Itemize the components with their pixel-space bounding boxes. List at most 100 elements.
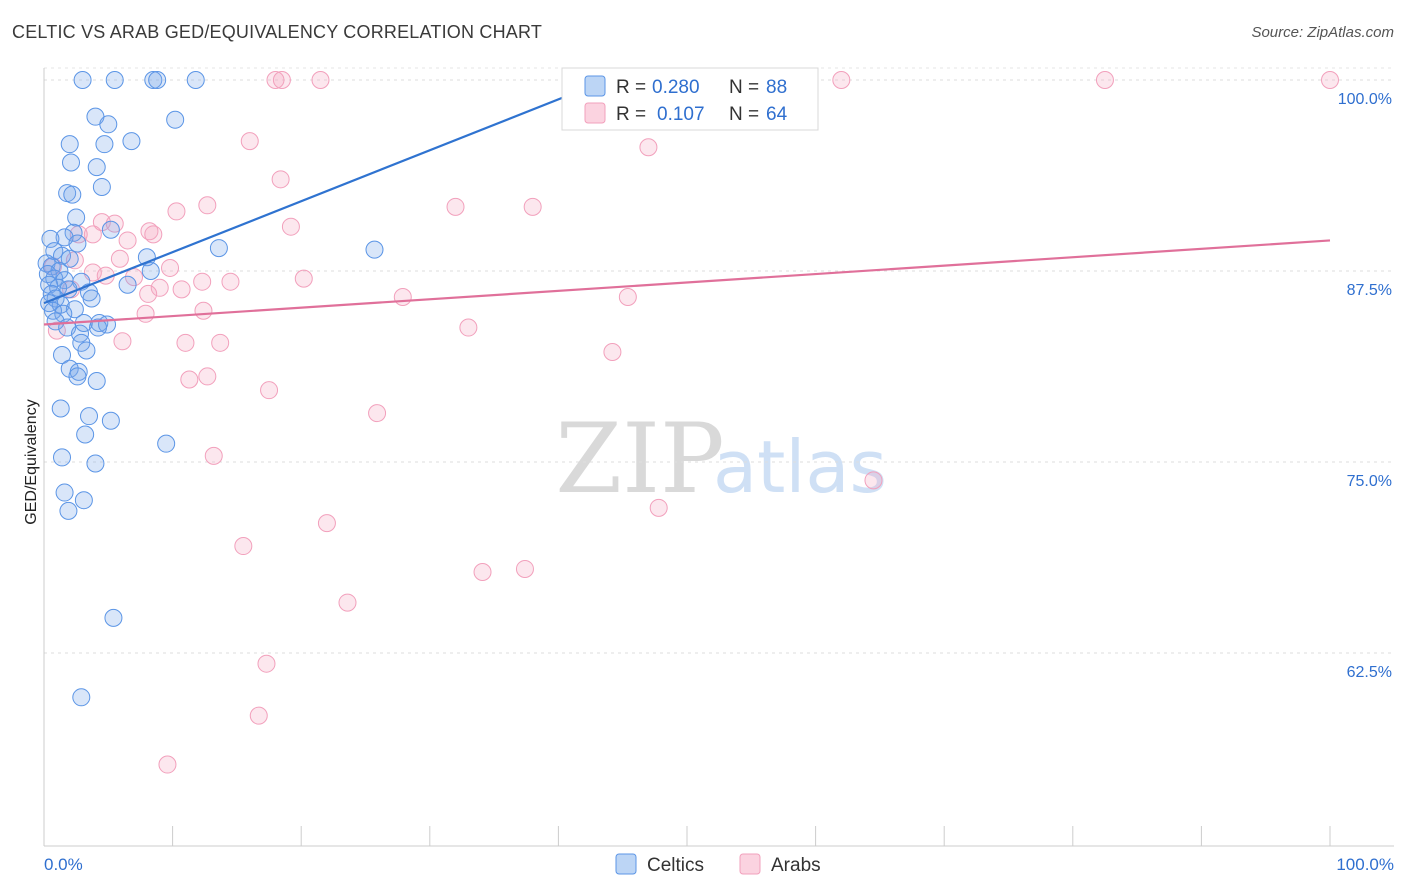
point-arabs xyxy=(144,225,163,244)
point-celtics xyxy=(141,262,160,280)
point-arabs xyxy=(167,202,186,221)
point-celtics xyxy=(86,454,105,473)
point-arabs xyxy=(446,197,465,216)
point-celtics xyxy=(63,185,82,204)
grid-lines xyxy=(44,67,1394,654)
legend-n-celtics: 88 xyxy=(766,77,787,98)
point-celtics xyxy=(118,275,137,294)
point-arabs xyxy=(198,367,217,386)
point-arabs xyxy=(294,269,313,288)
legend-r-label-arabs: R = xyxy=(616,104,646,125)
point-arabs xyxy=(176,333,195,352)
point-celtics xyxy=(65,300,84,319)
point-celtics xyxy=(92,177,111,196)
point-celtics xyxy=(166,110,185,129)
point-arabs xyxy=(139,284,158,303)
watermark-zip: ZIP xyxy=(555,403,724,515)
point-arabs xyxy=(832,71,851,89)
point-celtics xyxy=(67,208,86,227)
point-celtics xyxy=(122,132,141,151)
point-arabs xyxy=(523,197,542,216)
point-celtics xyxy=(148,71,167,89)
chart-title: CELTIC VS ARAB GED/EQUIVALENCY CORRELATI… xyxy=(12,22,543,42)
y-axis-title: GED/Equivalency xyxy=(23,399,40,524)
point-celtics xyxy=(53,448,72,467)
point-celtics xyxy=(74,491,93,510)
trend-line-celtics xyxy=(43,72,624,305)
legend-r-celtics: 0.280 xyxy=(652,77,700,98)
point-arabs xyxy=(92,213,111,232)
point-arabs xyxy=(150,278,169,297)
point-celtics xyxy=(53,346,72,365)
point-celtics xyxy=(60,249,79,268)
point-celtics xyxy=(365,240,384,259)
point-celtics xyxy=(68,367,87,386)
legend-r-arabs: 0.107 xyxy=(657,104,705,125)
trend-lines xyxy=(43,72,1331,326)
point-celtics xyxy=(44,301,63,320)
point-arabs xyxy=(136,304,155,323)
point-arabs xyxy=(113,332,132,351)
point-celtics xyxy=(71,324,90,343)
point-celtics xyxy=(105,71,124,89)
point-arabs xyxy=(198,196,217,215)
point-arabs xyxy=(118,231,137,250)
point-arabs xyxy=(194,301,213,320)
point-celtics xyxy=(87,372,106,391)
point-arabs xyxy=(110,249,129,268)
series-legend: Celtics Arabs xyxy=(615,853,821,876)
point-celtics xyxy=(80,407,99,426)
point-celtics xyxy=(101,220,120,239)
point-arabs xyxy=(473,563,492,582)
point-arabs xyxy=(240,132,259,151)
bottom-legend-swatch-celtics xyxy=(615,853,637,875)
point-celtics xyxy=(51,399,70,418)
point-celtics xyxy=(64,223,83,242)
point-celtics xyxy=(41,229,60,248)
point-celtics xyxy=(104,608,123,627)
bottom-legend-label-arabs: Arabs xyxy=(771,855,821,876)
point-arabs xyxy=(193,272,212,291)
point-arabs xyxy=(515,559,534,578)
point-celtics xyxy=(89,318,108,337)
point-arabs xyxy=(221,272,240,291)
point-arabs xyxy=(603,342,622,361)
x-tick-label-max: 100.0% xyxy=(1336,855,1394,874)
point-arabs xyxy=(317,514,336,533)
point-celtics xyxy=(87,158,106,177)
point-arabs xyxy=(211,333,230,352)
point-celtics xyxy=(95,135,114,154)
point-arabs xyxy=(158,755,177,774)
chart-source: Source: ZipAtlas.com xyxy=(1251,24,1394,41)
point-celtics xyxy=(55,483,74,502)
point-celtics xyxy=(73,71,92,89)
point-arabs xyxy=(47,321,66,340)
point-arabs xyxy=(368,404,387,423)
series-celtics xyxy=(37,71,384,707)
point-arabs xyxy=(161,258,180,277)
stats-legend: R = 0.280 N = 88 R = 0.107 N = 64 xyxy=(561,67,819,131)
legend-r-label-celtics: R = xyxy=(616,77,646,98)
point-arabs xyxy=(459,318,478,337)
point-celtics xyxy=(99,115,118,134)
watermark-atlas: atlas xyxy=(713,425,887,509)
y-tick-labels: 62.5% 75.0% 87.5% 100.0% xyxy=(1338,91,1392,681)
bottom-legend-label-celtics: Celtics xyxy=(647,855,704,876)
point-arabs xyxy=(311,71,330,89)
point-arabs xyxy=(271,170,290,189)
point-arabs xyxy=(204,446,223,465)
point-celtics xyxy=(72,688,91,707)
point-arabs xyxy=(639,138,658,157)
point-arabs xyxy=(260,381,279,400)
point-arabs xyxy=(1321,71,1339,89)
bottom-legend-swatch-arabs xyxy=(739,853,761,875)
point-arabs xyxy=(393,287,412,306)
point-celtics xyxy=(60,135,79,154)
legend-swatch-celtics xyxy=(584,75,606,97)
point-celtics xyxy=(76,425,95,444)
point-arabs xyxy=(1095,71,1114,89)
point-celtics xyxy=(68,234,87,253)
point-arabs xyxy=(281,217,300,236)
point-arabs xyxy=(649,498,668,517)
